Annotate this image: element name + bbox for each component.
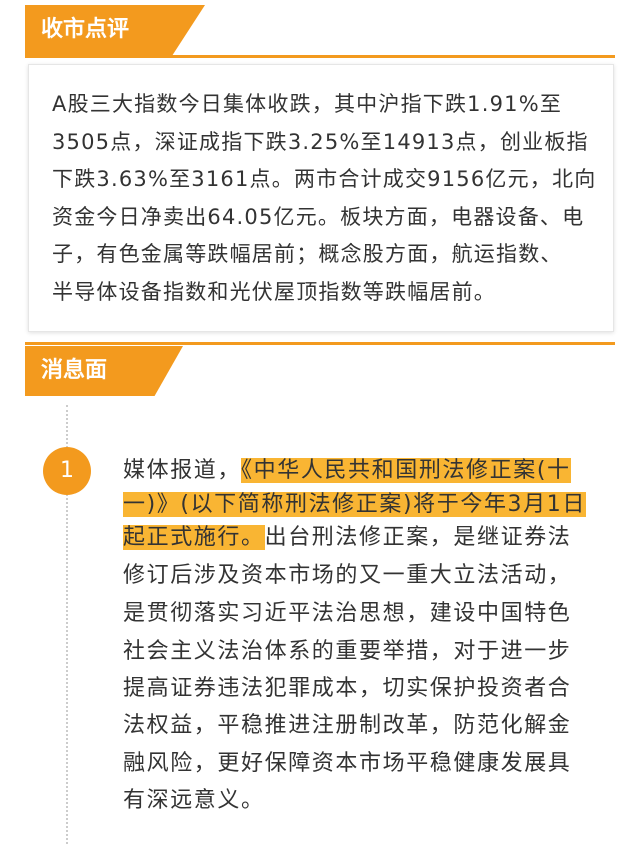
highlighted-text: 起正式施行。: [123, 525, 265, 550]
summary-line: 下跌3.63%至3161点。两市合计成交9156亿元，北向: [52, 167, 597, 191]
item-line: 是贯彻落实习近平法治思想，建设中国特色: [123, 595, 571, 627]
summary-line: A股三大指数今日集体收跌，其中沪指下跌1.91%至: [52, 92, 563, 116]
item-line: 一)》(以下简称刑法修正案)将于今年3月1日: [123, 486, 586, 518]
summary-card: [28, 64, 614, 332]
text: 提高证券违法犯罪成本，切实保护投资者合: [123, 676, 572, 701]
highlighted-text: 《中华人民共和国刑法修正案(十: [241, 458, 571, 483]
text: 有深远意义。: [123, 788, 265, 813]
section-tab: 收市点评: [25, 5, 205, 55]
item-line: 提高证券违法犯罪成本，切实保护投资者合: [123, 670, 571, 702]
item-number: 1: [43, 447, 91, 495]
section-tab: 消息面: [25, 346, 183, 396]
summary-line: 半导体设备指数和光伏屋顶指数等跌幅居前。: [52, 279, 496, 304]
header-rule: [25, 55, 615, 58]
summary-line: 子，有色金属等跌幅居前；概念股方面，航运指数、: [52, 242, 563, 266]
summary-line: 3505点，深证成指下跌3.25%至14913点，创业板指: [52, 129, 589, 154]
text: 是贯彻落实习近平法治思想，建设中国特色: [123, 601, 572, 626]
text: 法权益，平稳推进注册制改革，防范化解金: [123, 713, 572, 738]
item-line: 融风险，更好保障资本市场平稳健康发展具: [123, 745, 571, 777]
timeline: [66, 405, 68, 844]
text: 融风险，更好保障资本市场平稳健康发展具: [123, 751, 572, 776]
highlighted-text: 一)》(以下简称刑法修正案)将于今年3月1日: [123, 492, 586, 517]
text: 媒体报道，: [123, 458, 242, 483]
text: 出台刑法修正案，是继证券法: [264, 525, 572, 550]
item-line: 有深远意义。: [123, 782, 265, 814]
text: 修订后涉及资本市场的又一重大立法活动，: [123, 563, 572, 588]
header-rule: [25, 342, 615, 345]
item-line: 法权益，平稳推进注册制改革，防范化解金: [123, 707, 571, 739]
item-line: 修订后涉及资本市场的又一重大立法活动，: [123, 557, 571, 589]
item-line: 社会主义法治体系的重要举措，对于进一步: [123, 633, 571, 665]
text: 社会主义法治体系的重要举措，对于进一步: [123, 639, 572, 664]
item-line: 起正式施行。出台刑法修正案，是继证券法: [123, 519, 571, 551]
item-line: 媒体报道，《中华人民共和国刑法修正案(十: [123, 452, 571, 484]
summary-line: 资金今日净卖出64.05亿元。板块方面，电器设备、电: [52, 204, 585, 229]
